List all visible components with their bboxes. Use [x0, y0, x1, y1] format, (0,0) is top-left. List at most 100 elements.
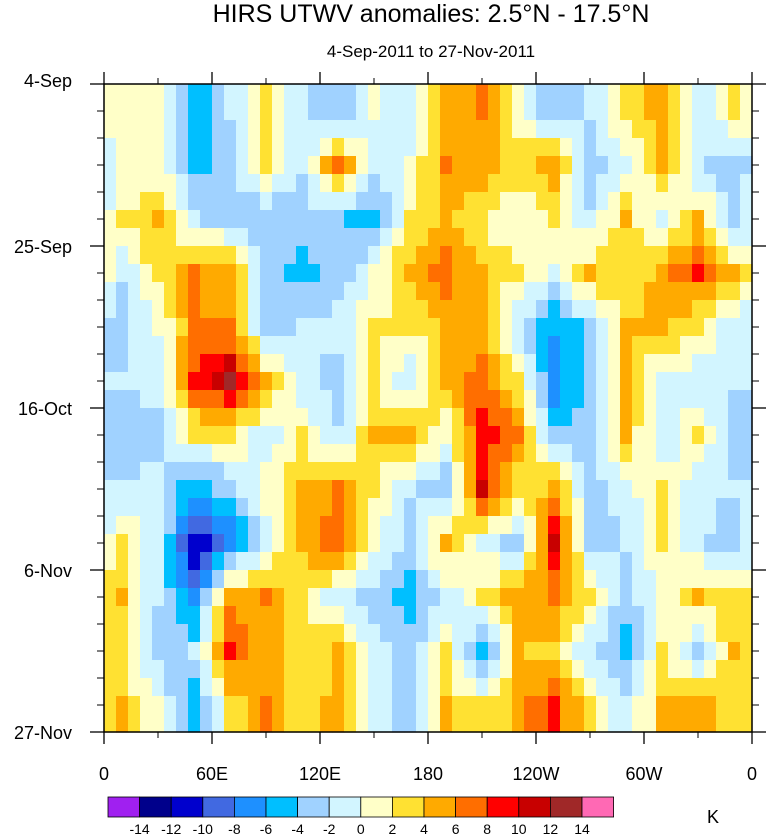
heatmap-cell: [608, 480, 621, 499]
heatmap-cell: [152, 300, 165, 319]
heatmap-cell: [680, 696, 693, 715]
heatmap-cell: [356, 192, 369, 211]
heatmap-cell: [116, 264, 129, 283]
heatmap-cell: [296, 84, 309, 103]
heatmap-cell: [164, 318, 177, 337]
heatmap-cell: [524, 192, 537, 211]
heatmap-cell: [704, 246, 717, 265]
heatmap-cell: [704, 300, 717, 319]
heatmap-cell: [104, 210, 117, 229]
heatmap-cell: [320, 624, 333, 643]
heatmap-cell: [548, 228, 561, 247]
heatmap-cell: [392, 300, 405, 319]
heatmap-cell: [692, 660, 705, 679]
heatmap-cell: [248, 588, 261, 607]
heatmap-cell: [512, 408, 525, 427]
heatmap-cell: [296, 624, 309, 643]
heatmap-cell: [704, 570, 717, 589]
heatmap-cell: [512, 102, 525, 121]
heatmap-cell: [128, 318, 141, 337]
heatmap-cell: [404, 462, 417, 481]
heatmap-cell: [308, 408, 321, 427]
heatmap-cell: [740, 318, 753, 337]
heatmap-cell: [572, 642, 585, 661]
heatmap-cell: [560, 354, 573, 373]
heatmap-cell: [524, 624, 537, 643]
heatmap-cell: [524, 102, 537, 121]
heatmap-cell: [248, 120, 261, 139]
heatmap-cell: [284, 714, 297, 733]
heatmap-cell: [176, 390, 189, 409]
heatmap-cell: [176, 138, 189, 157]
heatmap-cell: [428, 84, 441, 103]
heatmap-cell: [272, 588, 285, 607]
heatmap-cell: [308, 642, 321, 661]
heatmap-cell: [476, 588, 489, 607]
heatmap-cell: [620, 570, 633, 589]
heatmap-cell: [104, 354, 117, 373]
heatmap-cell: [716, 210, 729, 229]
heatmap-cell: [656, 354, 669, 373]
heatmap-cell: [404, 246, 417, 265]
heatmap-cell: [248, 408, 261, 427]
heatmap-cell: [476, 462, 489, 481]
heatmap-cell: [356, 372, 369, 391]
heatmap-cell: [728, 264, 741, 283]
heatmap-cell: [140, 498, 153, 517]
heatmap-cell: [728, 480, 741, 499]
heatmap-cell: [488, 174, 501, 193]
heatmap-cell: [608, 606, 621, 625]
heatmap-cell: [416, 264, 429, 283]
heatmap-cell: [344, 678, 357, 697]
heatmap-cell: [440, 282, 453, 301]
heatmap-cell: [668, 264, 681, 283]
heatmap-cell: [440, 516, 453, 535]
heatmap-cell: [680, 156, 693, 175]
heatmap-cell: [560, 516, 573, 535]
heatmap-cell: [500, 696, 513, 715]
heatmap-cell: [740, 372, 753, 391]
heatmap-cell: [704, 462, 717, 481]
heatmap-cell: [476, 120, 489, 139]
heatmap-cell: [416, 174, 429, 193]
heatmap-cell: [344, 426, 357, 445]
heatmap-cell: [488, 588, 501, 607]
heatmap-cell: [380, 336, 393, 355]
heatmap-cell: [332, 606, 345, 625]
heatmap-cell: [548, 138, 561, 157]
heatmap-cell: [728, 444, 741, 463]
heatmap-cell: [320, 444, 333, 463]
heatmap-cell: [176, 174, 189, 193]
heatmap-cell: [140, 246, 153, 265]
heatmap-cell: [428, 372, 441, 391]
heatmap-cell: [596, 444, 609, 463]
heatmap-cell: [656, 300, 669, 319]
heatmap-cell: [380, 174, 393, 193]
heatmap-cell: [104, 660, 117, 679]
heatmap-cell: [728, 408, 741, 427]
x-tick-label: 180: [413, 764, 443, 784]
heatmap-cell: [452, 174, 465, 193]
y-tick-label: 4-Sep: [24, 71, 72, 91]
heatmap-cell: [464, 606, 477, 625]
heatmap-cell: [452, 408, 465, 427]
heatmap-cell: [260, 318, 273, 337]
heatmap-cell: [608, 336, 621, 355]
heatmap-cell: [620, 462, 633, 481]
heatmap-cell: [200, 264, 213, 283]
heatmap-cell: [236, 408, 249, 427]
heatmap-cell: [212, 624, 225, 643]
heatmap-cell: [152, 264, 165, 283]
heatmap-cell: [248, 192, 261, 211]
heatmap-cell: [668, 138, 681, 157]
heatmap-cell: [248, 138, 261, 157]
heatmap-cell: [716, 318, 729, 337]
heatmap-cell: [656, 318, 669, 337]
heatmap-cell: [212, 444, 225, 463]
heatmap-cell: [620, 534, 633, 553]
heatmap-cell: [584, 606, 597, 625]
heatmap-cell: [620, 624, 633, 643]
heatmap-cell: [680, 552, 693, 571]
heatmap-cell: [104, 624, 117, 643]
heatmap-cell: [632, 642, 645, 661]
